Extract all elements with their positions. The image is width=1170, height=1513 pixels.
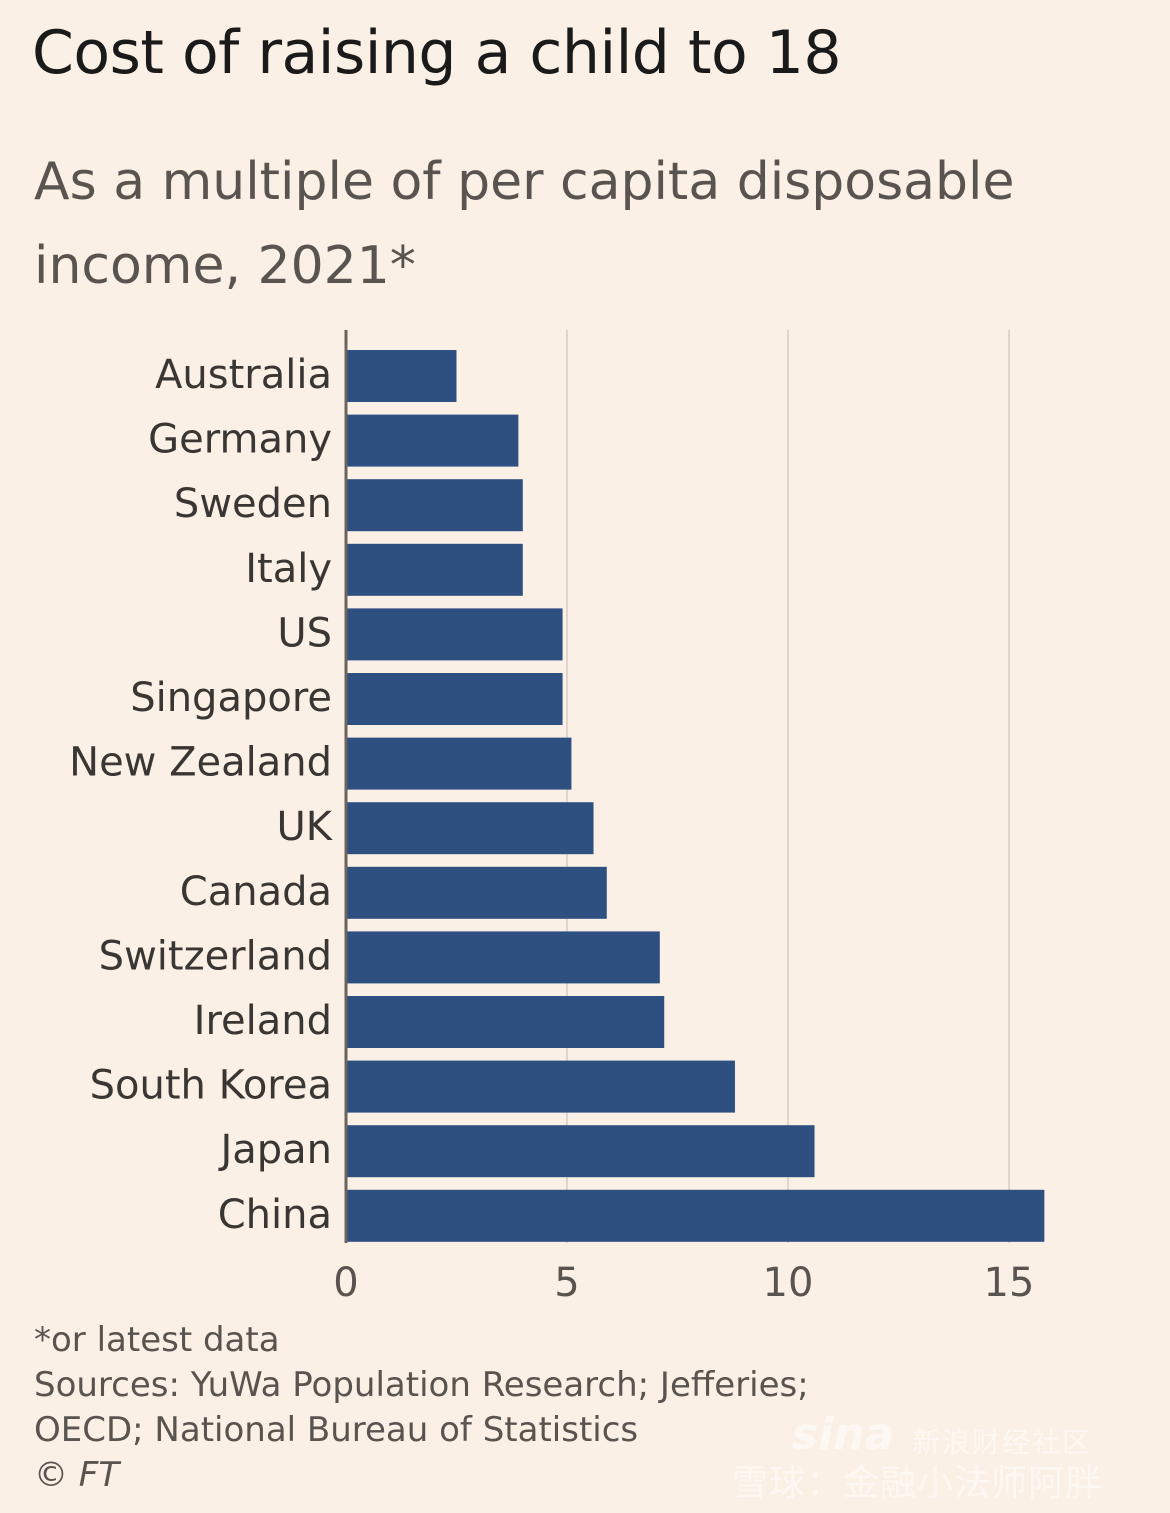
- category-label: UK: [276, 804, 333, 850]
- category-label: Australia: [155, 352, 332, 398]
- footnote: *or latest data: [34, 1320, 280, 1360]
- bar: [346, 1060, 735, 1113]
- bar: [346, 1125, 815, 1178]
- category-label: Singapore: [130, 675, 332, 721]
- category-label: Japan: [217, 1127, 332, 1173]
- sources-line-1: Sources: YuWa Population Research; Jeffe…: [34, 1365, 809, 1405]
- chart-subtitle: As a multiple of per capita disposable i…: [34, 152, 1015, 296]
- credit: © FT: [34, 1455, 120, 1495]
- bar: [346, 866, 607, 919]
- category-label: Ireland: [194, 998, 332, 1044]
- category-label: Canada: [180, 869, 332, 915]
- x-tick-label: 0: [333, 1260, 358, 1306]
- bar: [346, 414, 519, 467]
- x-tick-label: 10: [763, 1260, 814, 1306]
- bar: [346, 931, 660, 984]
- bar: [346, 737, 572, 790]
- bar: [346, 479, 523, 532]
- bar: [346, 608, 563, 661]
- bar: [346, 802, 594, 855]
- category-label: Germany: [148, 417, 332, 463]
- category-label: Italy: [245, 546, 332, 592]
- category-label: Sweden: [174, 481, 332, 527]
- bar: [346, 673, 563, 725]
- bar: [346, 350, 457, 402]
- category-label: China: [218, 1192, 332, 1238]
- bar: [346, 996, 665, 1048]
- category-label: South Korea: [90, 1063, 332, 1109]
- watermark-text: 雪球：金融小法师阿胖: [732, 1463, 1103, 1504]
- bar: [346, 1189, 1045, 1242]
- category-label: New Zealand: [69, 740, 332, 786]
- category-label: US: [277, 610, 332, 656]
- chart-title: Cost of raising a child to 18: [32, 18, 842, 88]
- chart-notes: *or latest data Sources: YuWa Population…: [34, 1318, 809, 1498]
- category-label: Switzerland: [99, 933, 332, 979]
- watermark-logo: sina: [792, 1409, 895, 1460]
- x-tick-label: 15: [984, 1260, 1035, 1306]
- bar: [346, 543, 523, 596]
- watermark-tag: 新浪财经社区: [912, 1426, 1093, 1459]
- watermark: sina 新浪财经社区 雪球：金融小法师阿胖: [732, 1399, 1142, 1504]
- sources-line-2: OECD; National Bureau of Statistics: [34, 1410, 639, 1450]
- x-tick-label: 5: [554, 1260, 579, 1306]
